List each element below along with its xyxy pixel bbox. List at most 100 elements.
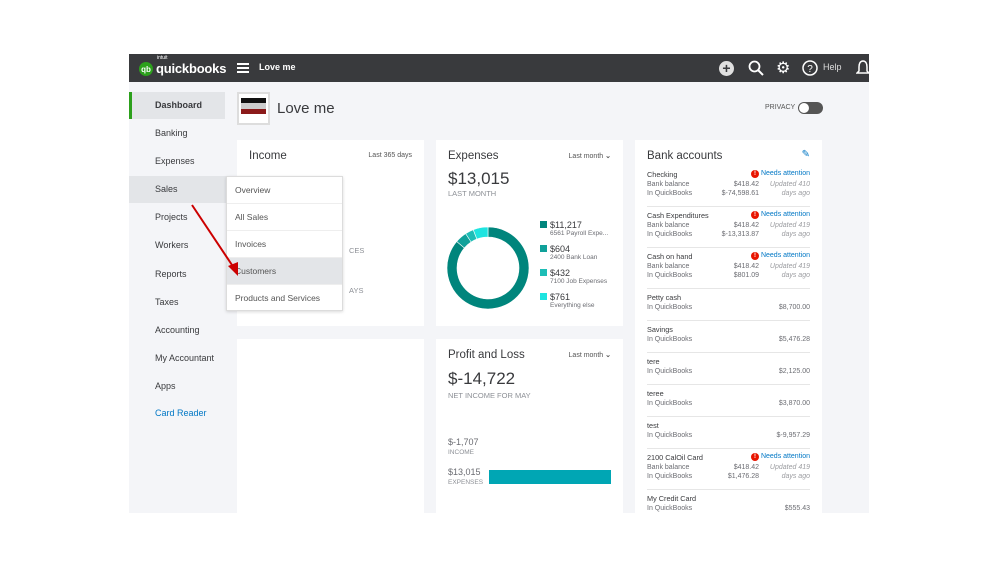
account-name: Cash on hand — [647, 252, 693, 261]
company-avatar[interactable] — [237, 92, 270, 125]
pnl-title: Profit and Loss — [448, 349, 525, 361]
account-name: Petty cash — [647, 293, 682, 302]
alert-icon: ! — [750, 170, 759, 178]
income-range[interactable]: Last 365 days — [368, 152, 412, 159]
alert-icon: ! — [750, 453, 759, 461]
legend-item: $11,217 6561 Payroll Expe... — [540, 220, 608, 237]
bell-icon[interactable] — [856, 60, 869, 76]
pnl-expenses-bar[interactable] — [489, 470, 611, 484]
help-icon[interactable]: ? — [802, 60, 818, 76]
needs-attention-link[interactable]: ! Needs attention — [750, 252, 810, 260]
expenses-total: $13,015 — [448, 169, 510, 188]
sidebar-item-workers[interactable]: Workers — [155, 240, 189, 250]
account-name: test — [647, 421, 659, 430]
account-name: Savings — [647, 325, 673, 334]
bank-account-item[interactable]: Cash on hand! Needs attention Bank balance… — [647, 252, 810, 289]
pnl-net-income: $-14,722 — [448, 369, 516, 388]
hamburger-menu-icon[interactable] — [237, 63, 249, 73]
company-name: Love me — [259, 62, 296, 72]
menu-item-customers[interactable]: Customers — [227, 258, 342, 285]
sidebar-item-my-accountant[interactable]: My Accountant — [155, 353, 215, 363]
bank-account-item[interactable]: Petty cash In QuickBooks $8,700.00 — [647, 293, 810, 321]
menu-item-invoices[interactable]: Invoices — [227, 231, 342, 258]
gear-icon[interactable]: ⚙ — [776, 60, 791, 77]
legend-swatch — [540, 245, 547, 252]
legend-swatch — [540, 293, 547, 300]
sidebar-item-taxes[interactable]: Taxes — [155, 297, 179, 307]
pnl-expenses-label: EXPENSES — [448, 479, 484, 486]
bank-account-item[interactable]: test In QuickBooks $-9,957.29 — [647, 421, 810, 449]
sidebar-item-dashboard[interactable]: Dashboard — [129, 92, 225, 119]
income-label-partial: CES — [349, 246, 365, 255]
bank-account-item[interactable]: Cash Expenditures! Needs attention Bank ba… — [647, 211, 810, 248]
edit-pencil-icon[interactable]: ✎ — [801, 149, 810, 160]
legend-swatch — [540, 269, 547, 276]
needs-attention-link[interactable]: ! Needs attention — [750, 211, 810, 219]
expenses-subtitle: LAST MONTH — [448, 189, 497, 198]
legend-swatch — [540, 221, 547, 228]
pnl-income-label: INCOME — [448, 449, 474, 456]
sales-submenu: Overview All Sales Invoices Customers Pr… — [226, 176, 343, 311]
brand-name: quickbooks — [156, 61, 227, 76]
pnl-subtitle: NET INCOME FOR MAY — [448, 391, 531, 400]
income-label-partial: AYS — [349, 286, 364, 295]
bank-account-item[interactable]: Savings In QuickBooks $5,476.28 — [647, 325, 810, 353]
company-title: Love me — [277, 100, 335, 117]
quickbooks-app: qb intuit quickbooks Love me + ⚙ ? Help … — [129, 54, 869, 513]
plus-icon[interactable]: + — [719, 61, 734, 76]
bank-title: Bank accounts — [647, 150, 723, 162]
menu-item-overview[interactable]: Overview — [227, 177, 342, 204]
help-link[interactable]: Help — [823, 62, 842, 72]
bank-account-item[interactable]: Checking! Needs attention Bank balance $418… — [647, 170, 810, 207]
donut-slice[interactable] — [446, 226, 530, 310]
donut-slice[interactable] — [472, 226, 489, 240]
sidebar-item-accounting[interactable]: Accounting — [155, 325, 200, 335]
expenses-card: Expenses Last month ⌄ $13,015 LAST MONTH… — [436, 140, 623, 326]
sidebar-item-reports[interactable]: Reports — [155, 269, 187, 279]
pnl-income-value: $-1,707 — [448, 437, 479, 447]
expenses-range-dropdown[interactable]: Last month ⌄ — [568, 153, 611, 160]
top-bar: qb intuit quickbooks Love me + ⚙ ? Help — [129, 54, 869, 82]
sidebar-item-card-reader[interactable]: Card Reader — [155, 408, 207, 418]
bank-account-item[interactable]: 2100 CalOil Card! Needs attention Bank bal… — [647, 453, 810, 490]
pnl-range-dropdown[interactable]: Last month ⌄ — [568, 352, 611, 359]
legend-item: $604 2400 Bank Loan — [540, 244, 597, 261]
intuit-label: intuit — [157, 55, 168, 61]
qb-logo-icon: qb — [139, 62, 153, 76]
account-name: Checking — [647, 170, 678, 179]
expenses-donut-chart — [446, 226, 530, 310]
expenses-title: Expenses — [448, 150, 499, 162]
sidebar-item-banking[interactable]: Banking — [155, 128, 188, 138]
account-name: teree — [647, 389, 664, 398]
account-name: tere — [647, 357, 660, 366]
sidebar-item-apps[interactable]: Apps — [155, 381, 176, 391]
legend-item: $761 Everything else — [540, 292, 594, 309]
needs-attention-link[interactable]: ! Needs attention — [750, 170, 810, 178]
privacy-label: PRIVACY — [765, 104, 796, 111]
menu-item-products-and-services[interactable]: Products and Services — [235, 293, 321, 303]
privacy-toggle[interactable] — [798, 102, 823, 114]
sidebar: Dashboard Banking Expenses Sales Project… — [129, 82, 237, 513]
profit-loss-card: Profit and Loss Last month ⌄ $-14,722 NE… — [436, 339, 623, 513]
alert-icon: ! — [750, 252, 759, 260]
sidebar-item-sales[interactable]: Sales — [129, 176, 237, 203]
account-name: 2100 CalOil Card — [647, 453, 703, 462]
account-name: Cash Expenditures — [647, 211, 709, 220]
svg-text:?: ? — [807, 64, 813, 75]
needs-attention-link[interactable]: ! Needs attention — [750, 453, 810, 461]
bank-account-item[interactable]: My Credit Card In QuickBooks $555.43 — [647, 494, 810, 513]
menu-item-all-sales[interactable]: All Sales — [227, 204, 342, 231]
bank-account-item[interactable]: teree In QuickBooks $3,870.00 — [647, 389, 810, 417]
sidebar-item-expenses[interactable]: Expenses — [155, 156, 195, 166]
income-title: Income — [249, 150, 287, 162]
bank-account-item[interactable]: tere In QuickBooks $2,125.00 — [647, 357, 810, 385]
bank-accounts-card: Bank accounts ✎ Checking ! Needs attention… — [635, 140, 822, 513]
empty-card — [237, 339, 424, 513]
search-icon[interactable] — [748, 60, 764, 76]
sidebar-item-projects[interactable]: Projects — [155, 212, 188, 222]
quickbooks-logo[interactable]: qb intuit quickbooks — [139, 56, 227, 76]
account-name: My Credit Card — [647, 494, 697, 503]
pnl-expenses-value: $13,015 — [448, 467, 481, 477]
legend-item: $432 7100 Job Expenses — [540, 268, 607, 285]
alert-icon: ! — [750, 211, 759, 219]
